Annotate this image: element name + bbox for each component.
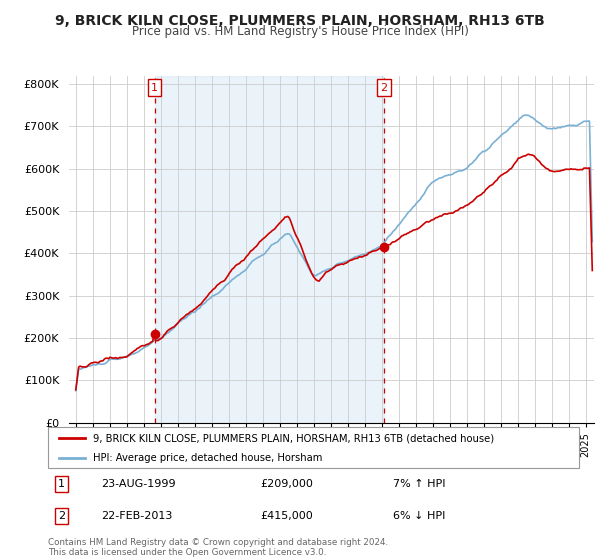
Text: 7% ↑ HPI: 7% ↑ HPI bbox=[393, 479, 446, 489]
Text: 6% ↓ HPI: 6% ↓ HPI bbox=[393, 511, 446, 521]
Text: 2: 2 bbox=[58, 511, 65, 521]
Text: 23-AUG-1999: 23-AUG-1999 bbox=[101, 479, 176, 489]
Text: HPI: Average price, detached house, Horsham: HPI: Average price, detached house, Hors… bbox=[93, 452, 323, 463]
Text: 1: 1 bbox=[58, 479, 65, 489]
Text: 1: 1 bbox=[151, 83, 158, 93]
Text: £209,000: £209,000 bbox=[260, 479, 313, 489]
Text: 2: 2 bbox=[380, 83, 387, 93]
Text: 9, BRICK KILN CLOSE, PLUMMERS PLAIN, HORSHAM, RH13 6TB: 9, BRICK KILN CLOSE, PLUMMERS PLAIN, HOR… bbox=[55, 14, 545, 28]
Text: Contains HM Land Registry data © Crown copyright and database right 2024.
This d: Contains HM Land Registry data © Crown c… bbox=[48, 538, 388, 557]
FancyBboxPatch shape bbox=[48, 427, 579, 468]
Text: Price paid vs. HM Land Registry's House Price Index (HPI): Price paid vs. HM Land Registry's House … bbox=[131, 25, 469, 38]
Bar bbox=[155, 76, 383, 423]
Text: 9, BRICK KILN CLOSE, PLUMMERS PLAIN, HORSHAM, RH13 6TB (detached house): 9, BRICK KILN CLOSE, PLUMMERS PLAIN, HOR… bbox=[93, 433, 494, 443]
Text: 22-FEB-2013: 22-FEB-2013 bbox=[101, 511, 172, 521]
Text: £415,000: £415,000 bbox=[260, 511, 313, 521]
